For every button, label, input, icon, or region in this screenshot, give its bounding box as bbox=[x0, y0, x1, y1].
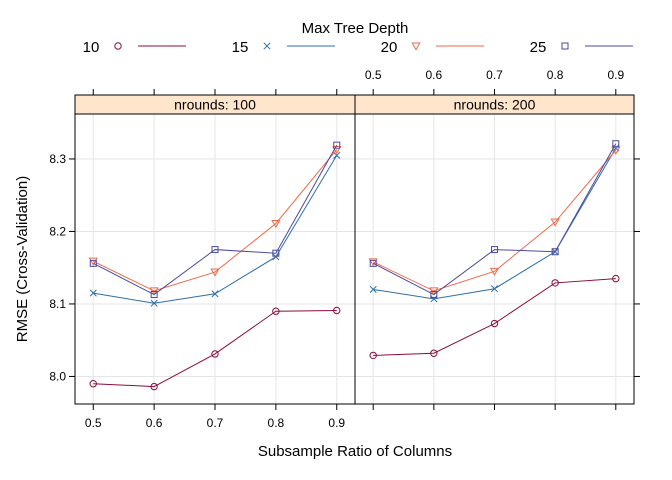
point-10-0.9 bbox=[612, 274, 620, 283]
point-10-0.6 bbox=[430, 349, 438, 357]
legend-label-25: 25 bbox=[530, 39, 547, 56]
legend-label-10: 10 bbox=[83, 39, 100, 56]
y-tick-label: 8.0 bbox=[49, 369, 66, 383]
series-25-panel-1 bbox=[89, 141, 341, 299]
series-15-panel-1 bbox=[89, 151, 341, 307]
panel-2: nrounds: 200 bbox=[354, 94, 635, 405]
legend-marker-15 bbox=[263, 42, 271, 50]
point-25-0.9 bbox=[333, 141, 341, 149]
series-line-20 bbox=[372, 149, 617, 292]
y-tick-label: 8.3 bbox=[49, 152, 66, 166]
y-axis-title: RMSE (Cross-Validation) bbox=[14, 176, 31, 342]
point-20-0.7 bbox=[489, 267, 500, 276]
y-tick-label: 8.2 bbox=[49, 224, 66, 238]
point-25-0.6 bbox=[150, 291, 158, 299]
legend-marker-20 bbox=[411, 42, 421, 51]
series-line-10 bbox=[373, 278, 616, 356]
x-tick-label-top: 0.6 bbox=[426, 68, 443, 82]
point-15-0.5 bbox=[369, 285, 377, 294]
point-15-0.9 bbox=[333, 151, 341, 159]
point-20-0.8 bbox=[271, 219, 281, 229]
point-15-0.5 bbox=[89, 289, 97, 297]
point-25-0.8 bbox=[551, 248, 559, 256]
axes: 0.5 0.6 0.7 0.8 0.9 0.5 0.6 0.7 0.8 0.9 8.0 8.1 8.2 8… bbox=[49, 68, 640, 430]
point-25-0.7 bbox=[491, 246, 498, 254]
point-20-0.5 bbox=[88, 257, 98, 266]
legend-label-20: 20 bbox=[381, 39, 398, 56]
point-25-0.5 bbox=[369, 259, 377, 267]
series-25-panel-2 bbox=[369, 140, 620, 299]
outer-frame bbox=[74, 94, 635, 405]
series-line-10 bbox=[93, 309, 337, 388]
point-15-0.6 bbox=[150, 299, 158, 307]
point-15-0.6 bbox=[430, 295, 438, 303]
point-10-0.5 bbox=[89, 380, 97, 388]
x-tick-label-bottom: 0.9 bbox=[328, 416, 345, 430]
point-15-0.7 bbox=[490, 285, 499, 293]
point-15-0.8 bbox=[272, 253, 280, 261]
strip-label-1: nrounds: 100 bbox=[174, 97, 256, 113]
x-tick-label-bottom: 0.7 bbox=[207, 416, 224, 430]
panels: nrounds: 100 nrounds: 200 bbox=[74, 94, 635, 405]
point-20-0.8 bbox=[550, 218, 560, 227]
point-10-0.6 bbox=[150, 382, 158, 391]
point-20-0.7 bbox=[210, 268, 220, 277]
legend-title: Max Tree Depth bbox=[302, 20, 409, 37]
point-10-0.9 bbox=[333, 306, 341, 315]
point-10-0.8 bbox=[272, 307, 280, 315]
series-line-25 bbox=[372, 143, 617, 296]
series-line-25 bbox=[93, 144, 338, 296]
point-25-0.9 bbox=[612, 140, 620, 148]
x-tick-label-top: 0.7 bbox=[486, 68, 503, 82]
series-10-panel-1 bbox=[89, 306, 341, 391]
series-10-panel-2 bbox=[369, 274, 620, 360]
x-tick-label-top: 0.8 bbox=[547, 68, 564, 82]
legend-marker-25 bbox=[561, 42, 569, 50]
point-20-0.5 bbox=[368, 258, 378, 267]
point-10-0.7 bbox=[490, 319, 499, 328]
panel-1: nrounds: 100 bbox=[74, 94, 356, 405]
point-25-0.6 bbox=[430, 291, 438, 299]
point-25-0.5 bbox=[89, 259, 97, 267]
point-25-0.7 bbox=[211, 246, 219, 254]
legend-label-15: 15 bbox=[232, 39, 249, 56]
x-tick-label-top: 0.9 bbox=[607, 68, 624, 82]
point-25-0.8 bbox=[272, 249, 280, 257]
x-axis-title: Subsample Ratio of Columns bbox=[258, 443, 452, 460]
point-15-0.7 bbox=[211, 290, 219, 298]
point-20-0.9 bbox=[611, 146, 621, 155]
x-tick-label-bottom: 0.8 bbox=[268, 416, 285, 430]
grid-1 bbox=[75, 114, 355, 404]
point-10-0.7 bbox=[211, 350, 219, 358]
series-line-20 bbox=[93, 149, 338, 292]
point-20-0.9 bbox=[332, 146, 342, 155]
point-10-0.5 bbox=[369, 351, 377, 360]
y-tick-label: 8.1 bbox=[49, 297, 66, 311]
legend-marker-10 bbox=[114, 42, 122, 50]
strip-label-2: nrounds: 200 bbox=[454, 97, 536, 113]
x-tick-label-top: 0.5 bbox=[365, 68, 382, 82]
x-tick-label-bottom: 0.5 bbox=[85, 416, 102, 430]
legend: 10 15 20 25 bbox=[83, 39, 633, 56]
grid-2 bbox=[355, 114, 634, 404]
x-tick-label-bottom: 0.6 bbox=[146, 416, 163, 430]
point-10-0.8 bbox=[551, 279, 559, 287]
